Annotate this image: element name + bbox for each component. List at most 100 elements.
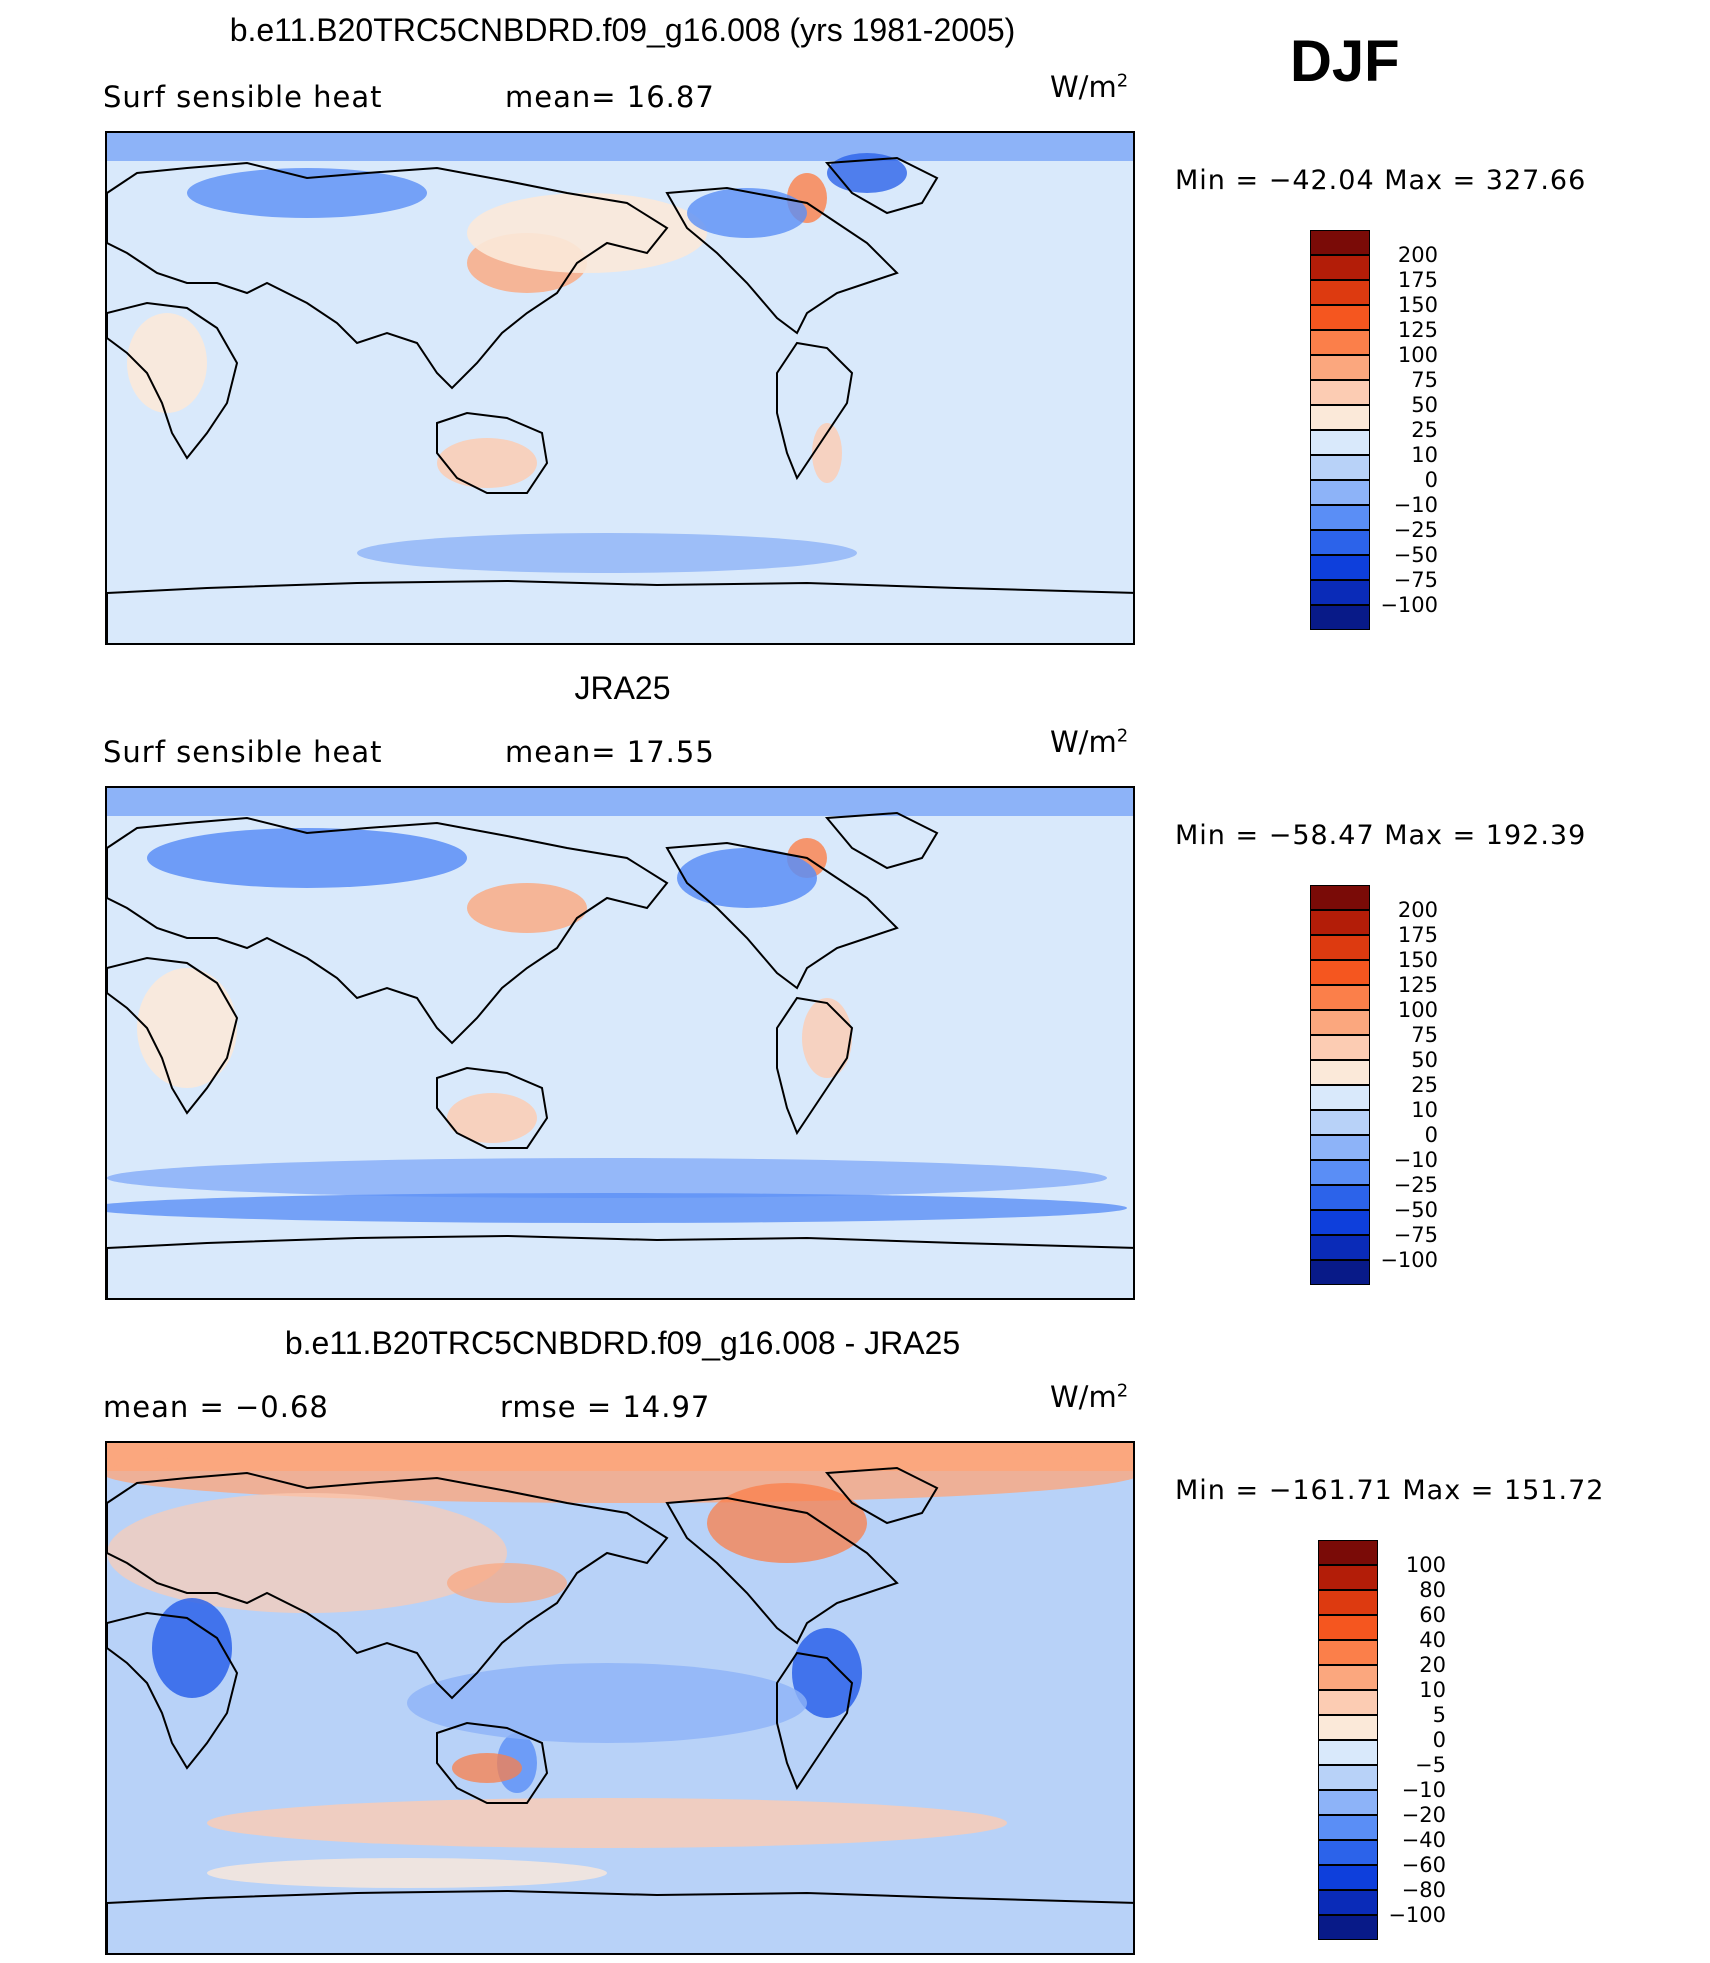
colorbar-tick-label: 0 (1432, 1728, 1446, 1752)
colorbar-swatch (1310, 1085, 1370, 1110)
colorbar-tick-label: 10 (1411, 1098, 1438, 1122)
colorbar-tick-label: 125 (1397, 973, 1438, 997)
colorbar-tick-label: 60 (1419, 1603, 1446, 1627)
field-contour (467, 193, 707, 273)
panel-2-variable-label: Surf sensible heat (103, 735, 383, 769)
coastline (436, 1721, 549, 1804)
colorbar-swatch (1310, 330, 1370, 355)
coastline (436, 411, 549, 494)
colorbar-tick-label: 80 (1419, 1578, 1446, 1602)
field-contour (707, 1483, 867, 1563)
colorbar-tick-label: 125 (1397, 318, 1438, 342)
coastline (824, 1466, 939, 1525)
colorbar-swatch (1310, 505, 1370, 530)
colorbar-tick-label: 175 (1397, 923, 1438, 947)
panel-3-units: W/m2 (1050, 1380, 1129, 1414)
coastline (776, 996, 854, 1136)
colorbar-swatch (1318, 1815, 1378, 1840)
colorbar-swatch (1310, 480, 1370, 505)
field-contour (152, 1598, 232, 1698)
colorbar-tick-label: 100 (1397, 343, 1438, 367)
field-contour (127, 313, 207, 413)
colorbar-swatch (1310, 1160, 1370, 1185)
field-contour (357, 533, 857, 573)
coastline (665, 186, 899, 335)
colorbar-swatch (1310, 1260, 1370, 1285)
coastline (776, 1651, 854, 1791)
colorbar-tick-label: −50 (1393, 1198, 1438, 1222)
panel-1-min-max: Min = −42.04 Max = 327.66 (1175, 165, 1587, 196)
field-contour (407, 1663, 807, 1743)
panel-3-map (105, 1441, 1135, 1955)
colorbar-swatch (1318, 1890, 1378, 1915)
colorbar-swatch (1310, 430, 1370, 455)
panel-2-map (105, 786, 1135, 1300)
colorbar-swatch (1318, 1640, 1378, 1665)
field-contour (687, 188, 807, 238)
colorbar-tick-label: 10 (1419, 1678, 1446, 1702)
colorbar-tick-label: −40 (1401, 1828, 1446, 1852)
colorbar-swatch (1310, 910, 1370, 935)
colorbar-tick-label: −100 (1380, 1248, 1438, 1272)
colorbar-tick-label: −75 (1393, 1223, 1438, 1247)
colorbar-swatch (1310, 530, 1370, 555)
panel-2-title: JRA25 (574, 670, 671, 706)
field-contour (792, 1628, 862, 1718)
colorbar-swatch (1318, 1740, 1378, 1765)
colorbar-swatch (1310, 1060, 1370, 1085)
coastline (436, 1066, 549, 1149)
colorbar-tick-label: −80 (1401, 1878, 1446, 1902)
colorbar-tick-label: 150 (1397, 293, 1438, 317)
colorbar-tick-label: 0 (1424, 1123, 1438, 1147)
colorbar-tick-label: 200 (1397, 898, 1438, 922)
coastline (107, 1889, 1133, 1953)
field-contour (107, 1443, 1133, 1503)
season-label: DJF (1290, 29, 1400, 94)
field-contour (437, 438, 537, 488)
coastline (665, 1496, 899, 1645)
colorbar-tick-label: −100 (1388, 1903, 1446, 1927)
colorbar-tick-label: 40 (1419, 1628, 1446, 1652)
coastline (665, 841, 899, 990)
colorbar-tick-label: −5 (1415, 1753, 1446, 1777)
colorbar-tick-label: 75 (1411, 1023, 1438, 1047)
panel-3-mean-label: mean = −0.68 (103, 1390, 329, 1424)
colorbar-swatch (1310, 1010, 1370, 1035)
colorbar-swatch (1310, 960, 1370, 985)
colorbar-swatch (1318, 1565, 1378, 1590)
colorbar-tick-label: 50 (1411, 1048, 1438, 1072)
colorbar-tick-label: 0 (1424, 468, 1438, 492)
colorbar-swatch (1310, 230, 1370, 255)
coastline (107, 1471, 669, 1700)
panel-3-rmse-label: rmse = 14.97 (500, 1390, 711, 1424)
panel-2-units: W/m2 (1050, 725, 1129, 759)
panel-1-variable-label: Surf sensible heat (103, 80, 383, 114)
panel-3-min-max: Min = −161.71 Max = 151.72 (1175, 1475, 1605, 1506)
colorbar-swatch (1318, 1715, 1378, 1740)
colorbar-tick-label: 100 (1405, 1553, 1446, 1577)
coastline (107, 1234, 1133, 1298)
colorbar-swatch (1310, 935, 1370, 960)
colorbar-swatch (1310, 455, 1370, 480)
field-contour (812, 423, 842, 483)
field-contour (677, 848, 817, 908)
colorbar-swatch (1310, 1185, 1370, 1210)
field-contour (447, 1093, 537, 1143)
field-contour (452, 1753, 522, 1783)
colorbar-swatch (1318, 1665, 1378, 1690)
colorbar-tick-label: 200 (1397, 243, 1438, 267)
colorbar-tick-label: −20 (1401, 1803, 1446, 1827)
colorbar-swatch (1318, 1790, 1378, 1815)
colorbar-swatch (1310, 555, 1370, 580)
field-contour (147, 828, 467, 888)
panel-1-units: W/m2 (1050, 70, 1129, 104)
colorbar-tick-label: 5 (1432, 1703, 1446, 1727)
colorbar-swatch (1310, 1135, 1370, 1160)
coastline (824, 156, 939, 215)
colorbar-swatch (1310, 305, 1370, 330)
colorbar-tick-label: 20 (1419, 1653, 1446, 1677)
field-contour (207, 1798, 1007, 1848)
field-contour (207, 1858, 607, 1888)
colorbar-swatch (1310, 280, 1370, 305)
colorbar-tick-label: −10 (1393, 1148, 1438, 1172)
